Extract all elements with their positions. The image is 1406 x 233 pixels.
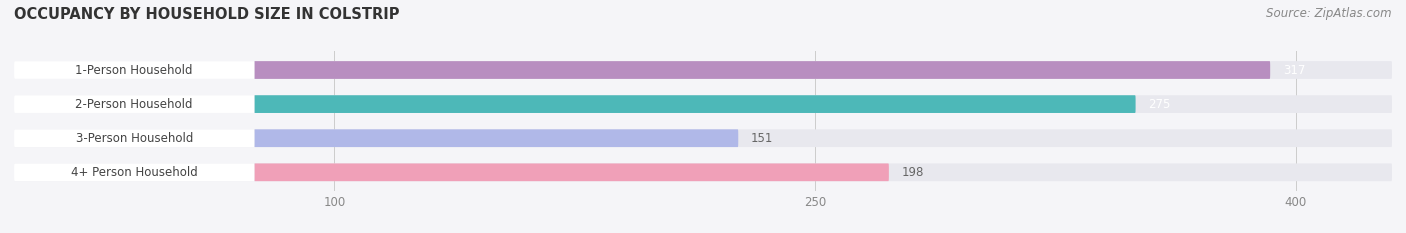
Text: 3-Person Household: 3-Person Household [76,132,193,145]
FancyBboxPatch shape [14,129,1392,147]
FancyBboxPatch shape [14,129,254,147]
FancyBboxPatch shape [14,61,254,79]
FancyBboxPatch shape [14,95,1392,113]
FancyBboxPatch shape [14,95,254,113]
FancyBboxPatch shape [254,129,738,147]
Text: 317: 317 [1284,64,1305,76]
FancyBboxPatch shape [254,95,1136,113]
Text: 275: 275 [1149,98,1171,111]
Text: 1-Person Household: 1-Person Household [76,64,193,76]
FancyBboxPatch shape [254,163,889,181]
FancyBboxPatch shape [254,61,1270,79]
FancyBboxPatch shape [14,163,1392,181]
Text: 198: 198 [901,166,924,179]
Text: 151: 151 [751,132,773,145]
Text: 4+ Person Household: 4+ Person Household [70,166,198,179]
FancyBboxPatch shape [14,163,254,181]
Text: 2-Person Household: 2-Person Household [76,98,193,111]
Text: Source: ZipAtlas.com: Source: ZipAtlas.com [1267,7,1392,20]
FancyBboxPatch shape [14,61,1392,79]
Text: OCCUPANCY BY HOUSEHOLD SIZE IN COLSTRIP: OCCUPANCY BY HOUSEHOLD SIZE IN COLSTRIP [14,7,399,22]
